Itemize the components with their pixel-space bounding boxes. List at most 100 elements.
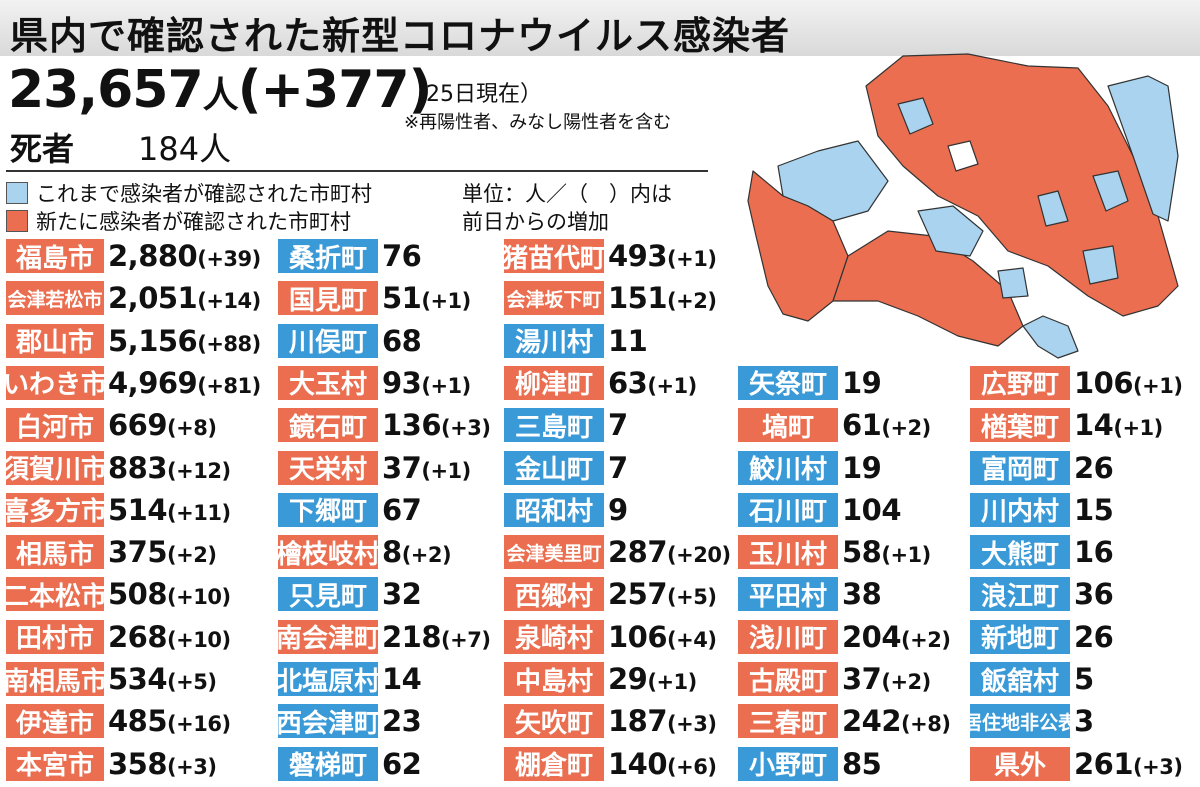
- municipality-count: 2,880(+39): [108, 239, 261, 273]
- municipality-count: 508(+10): [108, 577, 231, 611]
- municipality-count: 37(+1): [382, 451, 471, 485]
- municipality-name: 喜多方市: [6, 492, 104, 527]
- municipality-name: 楢葉町: [970, 408, 1070, 443]
- unit-note-line1: 単位：人／（ ）内は: [462, 182, 672, 206]
- legend-new: 新たに感染者が確認された市町村: [6, 206, 351, 236]
- municipality-count: 19: [842, 366, 882, 400]
- case-delta: (+3): [667, 712, 717, 737]
- case-total: 9: [608, 492, 628, 527]
- municipality-name: 西郷村: [504, 577, 604, 612]
- municipality-name: 小野町: [738, 746, 838, 781]
- municipality-name: 国見町: [278, 281, 378, 316]
- municipality-count: 7: [608, 408, 628, 442]
- municipality-row: 泉崎村 106(+4): [504, 619, 717, 655]
- case-total: 14: [382, 662, 422, 696]
- title-bar: 県内で確認された新型コロナウイルス感染者: [0, 0, 1200, 58]
- municipality-name: 南会津町: [278, 619, 378, 654]
- municipality-name: 新地町: [970, 619, 1070, 654]
- case-total: 358: [108, 746, 168, 781]
- case-delta: (+5): [167, 670, 217, 694]
- case-total: 36: [1074, 577, 1114, 612]
- municipality-name: 須賀川市: [6, 450, 104, 485]
- case-delta: (+8): [167, 416, 217, 441]
- municipality-count: 16: [1074, 535, 1114, 570]
- municipality-row: 西郷村 257(+5): [504, 576, 717, 612]
- municipality-count: 67: [382, 493, 422, 527]
- municipality-row: 矢祭町 19: [738, 365, 882, 401]
- case-total: 37: [382, 450, 422, 485]
- case-total: 204: [842, 619, 902, 654]
- municipality-row: 桑折町 76: [278, 238, 422, 274]
- municipality-count: 58(+1): [842, 535, 931, 569]
- case-total: 151: [608, 281, 668, 316]
- municipality-row: 新地町 26: [970, 619, 1114, 655]
- case-total: 61: [842, 408, 882, 443]
- deaths-value: 184人: [138, 130, 232, 168]
- municipality-count: 257(+5): [608, 577, 717, 611]
- case-total: 16: [1074, 535, 1114, 570]
- municipality-row: 棚倉町 140(+6): [504, 746, 717, 782]
- municipality-row: 白河市 669(+8): [6, 407, 217, 443]
- municipality-count: 15: [1074, 493, 1114, 527]
- page-title: 県内で確認された新型コロナウイルス感染者: [10, 14, 791, 58]
- municipality-row: 昭和村 9: [504, 492, 628, 528]
- municipality-row: 湯川村 11: [504, 323, 648, 359]
- municipality-count: 358(+3): [108, 746, 217, 781]
- map-region-west: [747, 170, 849, 322]
- case-delta: (+12): [167, 458, 231, 483]
- case-total: 63: [608, 365, 648, 400]
- municipality-row: 須賀川市 883(+12): [6, 450, 231, 486]
- case-delta: (+1): [647, 373, 697, 398]
- municipality-name: 西会津町: [278, 704, 378, 739]
- municipality-count: 14: [382, 662, 422, 696]
- case-delta: (+2): [167, 543, 217, 568]
- divider: [6, 170, 708, 172]
- municipality-row: 居住地非公表 3: [970, 703, 1094, 739]
- municipality-row: 猪苗代町 493(+1): [504, 238, 717, 274]
- case-total: 5: [1074, 662, 1094, 696]
- municipality-name: 石川町: [738, 492, 838, 527]
- case-total: 7: [608, 450, 628, 485]
- case-delta: (+7): [441, 627, 491, 652]
- case-total: 508: [108, 577, 168, 612]
- map-region-small-2: [1037, 190, 1069, 227]
- municipality-row: 鮫川村 19: [738, 450, 882, 486]
- case-total: 76: [382, 239, 422, 273]
- map-region-small-3: [897, 97, 934, 135]
- municipality-name: 湯川村: [504, 323, 604, 358]
- municipality-name: 県外: [970, 746, 1070, 781]
- municipality-count: 534(+5): [108, 662, 217, 696]
- municipality-count: 61(+2): [842, 408, 931, 442]
- case-total: 136: [382, 408, 442, 443]
- case-total: 14: [1074, 408, 1114, 443]
- municipality-name: 三島町: [504, 408, 604, 443]
- municipality-count: 9: [608, 493, 628, 527]
- municipality-count: 7: [608, 451, 628, 485]
- municipality-name: 下郷町: [278, 492, 378, 527]
- legend-swatch-new: [6, 210, 28, 232]
- municipality-count: 106(+1): [1074, 366, 1183, 400]
- case-total: 493: [608, 239, 668, 273]
- municipality-count: 493(+1): [608, 239, 717, 273]
- municipality-count: 68: [382, 324, 422, 358]
- case-total: 485: [108, 704, 168, 739]
- municipality-count: 93(+1): [382, 366, 471, 400]
- municipality-count: 29(+1): [608, 662, 697, 696]
- municipality-name: 桑折町: [278, 239, 378, 273]
- case-delta: (+3): [167, 754, 217, 779]
- case-delta: (+81): [197, 373, 261, 398]
- municipality-row: 富岡町 26: [970, 450, 1114, 486]
- municipality-count: 883(+12): [108, 451, 231, 485]
- map-region-southeast: [1022, 315, 1079, 359]
- case-delta: (+2): [881, 670, 931, 694]
- municipality-name: 矢祭町: [738, 365, 838, 400]
- municipality-name: いわき市: [6, 365, 104, 400]
- case-delta: (+2): [401, 543, 452, 568]
- municipality-row: 県外 261(+3): [970, 746, 1183, 782]
- map-region-north-coast: [1107, 75, 1179, 222]
- legend-confirmed-label: これまで感染者が確認された市町村: [36, 182, 372, 206]
- case-total: 23: [382, 704, 422, 739]
- map-region-small-5: [997, 267, 1029, 299]
- case-total: 8: [382, 535, 402, 570]
- municipality-row: 只見町 32: [278, 576, 422, 612]
